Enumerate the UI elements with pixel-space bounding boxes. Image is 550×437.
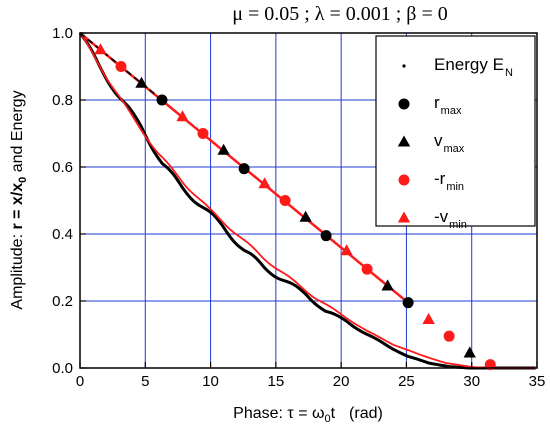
y-tick-label: 1.0 (52, 25, 73, 42)
legend-marker-triangle (397, 211, 411, 223)
legend-entry-label: -rmin (434, 169, 464, 193)
x-tick-label: 20 (333, 373, 350, 390)
y-tick-label: 0.0 (52, 360, 73, 377)
marker--r-min (443, 330, 455, 342)
axis-ticks: 0 5 10 15 20 25 30 35 0.0 0.2 0.4 0.6 0.8 1.0 (52, 25, 545, 390)
marker--v-min (258, 177, 271, 189)
legend-marker-circle (398, 98, 410, 110)
legend-marker-triangle (397, 135, 411, 147)
marker-r-max (156, 94, 168, 106)
x-tick-label: 15 (268, 373, 285, 390)
y-tick-label: 0.2 (52, 293, 73, 310)
marker--r-min (197, 128, 209, 139)
x-tick-label: 5 (141, 373, 149, 390)
x-tick-label: 10 (202, 373, 219, 390)
marker-v-max (135, 76, 148, 88)
marker-r-max (402, 297, 414, 309)
x-tick-label: 0 (76, 373, 84, 390)
marker-v-max (217, 143, 230, 155)
legend: Energy EN rmax vmax -rmin -vmin (375, 35, 536, 231)
y-axis-label: Amplitude: r = x/x0 and Energy (9, 90, 29, 309)
legend-entry-label: Energy EN (434, 55, 513, 79)
x-tick-label: 25 (398, 373, 415, 390)
marker--r-min (361, 263, 373, 275)
marker-v-max (299, 210, 312, 222)
legend-entry-label: -vmin (434, 207, 467, 231)
marker--v-min (422, 312, 435, 324)
legend-box (375, 35, 536, 227)
x-tick-label: 35 (529, 373, 546, 390)
legend-entry-label: vmax (434, 131, 465, 155)
marker-v-max (381, 279, 394, 291)
x-tick-label: 30 (463, 373, 480, 390)
marker--r-min (279, 195, 291, 206)
legend-marker-circle (398, 174, 410, 186)
red-decay-curve (79, 31, 536, 369)
marker-r-max (238, 163, 250, 175)
marker-v-max (463, 346, 476, 358)
legend-entry-label: rmax (434, 93, 462, 117)
y-tick-label: 0.4 (52, 226, 73, 243)
chart-title: μ = 0.05 ; λ = 0.001 ; β = 0 (232, 3, 448, 25)
marker--r-min (115, 61, 127, 72)
marker--v-min (94, 43, 107, 55)
y-tick-label: 0.8 (52, 92, 73, 109)
data-markers (94, 43, 496, 371)
legend-marker-energy (402, 64, 406, 68)
x-axis-label: Phase: τ = ω0t (rad) (233, 405, 383, 425)
plot-frame (79, 32, 538, 369)
y-tick-label: 0.6 (52, 159, 73, 176)
marker--v-min (176, 110, 189, 122)
marker-r-max (320, 230, 332, 242)
marker--v-min (340, 244, 353, 256)
